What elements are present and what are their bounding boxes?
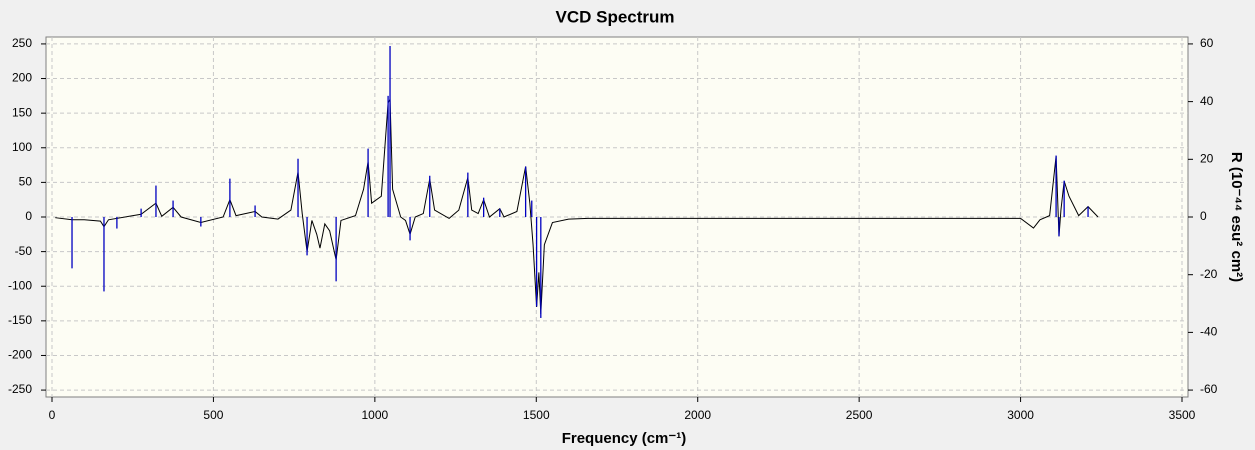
y-tick-label: -200	[8, 348, 32, 362]
y-tick-label: 50	[19, 175, 33, 189]
x-tick-label: 1500	[523, 408, 550, 422]
y-tick-label: 0	[25, 209, 32, 223]
y2-tick-label: 40	[1200, 94, 1214, 108]
chart-title: VCD Spectrum	[555, 7, 674, 26]
y-tick-label: -50	[15, 244, 33, 258]
y-tick-label: 250	[12, 36, 32, 50]
x-tick-label: 3000	[1007, 408, 1034, 422]
x-tick-label: 0	[49, 408, 56, 422]
y-tick-label: -150	[8, 313, 32, 327]
x-tick-label: 2500	[846, 408, 873, 422]
y2-tick-label: -60	[1200, 382, 1218, 396]
x-tick-label: 3500	[1169, 408, 1196, 422]
y2-tick-label: 60	[1200, 36, 1214, 50]
x-tick-label: 2000	[684, 408, 711, 422]
y2-tick-label: 0	[1200, 209, 1207, 223]
y2-tick-label: -20	[1200, 267, 1218, 281]
y2-tick-label: 20	[1200, 151, 1214, 165]
x-tick-label: 500	[203, 408, 223, 422]
y-tick-label: 150	[12, 105, 32, 119]
y-tick-label: 200	[12, 71, 32, 85]
y-tick-label: 100	[12, 140, 32, 154]
x-tick-label: 1000	[362, 408, 389, 422]
x-axis-label: Frequency (cm⁻¹)	[562, 430, 687, 447]
y-tick-label: -250	[8, 382, 32, 396]
y-tick-label: -100	[8, 278, 32, 292]
y2-tick-label: -40	[1200, 325, 1218, 339]
y2-axis-label: R (10⁻⁴⁴ esu² cm²)	[1228, 152, 1245, 282]
